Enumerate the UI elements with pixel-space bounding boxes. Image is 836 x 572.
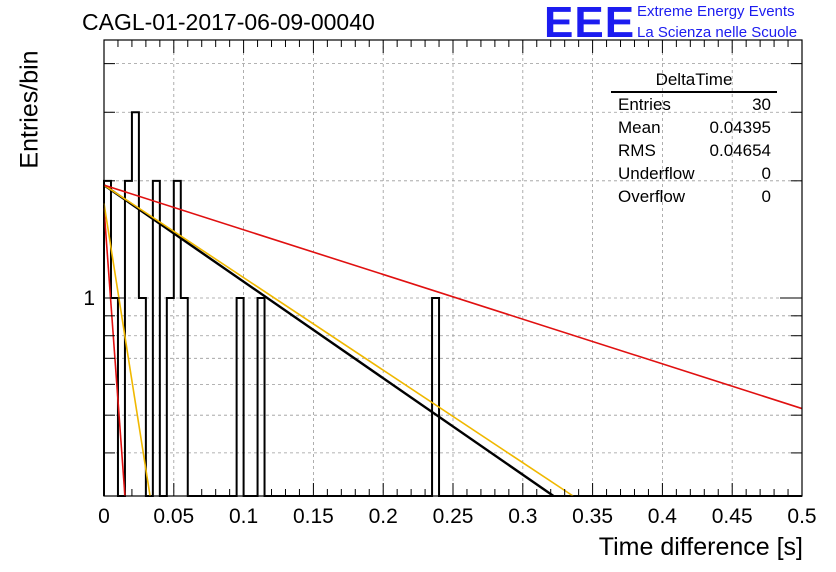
fit-line [103, 208, 126, 497]
fit-line [103, 184, 555, 497]
stats-value: 0.04654 [709, 141, 771, 160]
x-tick-label: 0.45 [712, 505, 753, 528]
x-tick-label: 0.05 [153, 505, 194, 528]
stats-row-rms: RMS 0.04654 [611, 139, 777, 162]
histogram-bin [432, 298, 439, 496]
x-tick-label: 0.1 [229, 505, 258, 528]
stats-row-overflow: Overflow 0 [611, 185, 777, 208]
stats-row-underflow: Underflow 0 [611, 162, 777, 185]
histogram-bin [258, 298, 265, 496]
x-tick-label: 0.35 [572, 505, 613, 528]
stats-title: DeltaTime [611, 70, 777, 93]
histogram-outline [103, 111, 802, 497]
x-tick-label: 0.25 [433, 505, 474, 528]
logo-line-2: La Scienza nelle Scuole [637, 24, 798, 41]
stats-label: Entries [618, 95, 671, 114]
histogram-bars [103, 111, 802, 497]
eee-logo: EEE [544, 0, 636, 47]
stats-label: RMS [618, 141, 656, 160]
y-tick-label: 1 [83, 287, 95, 310]
tick-labels: 0 0.05 0.1 0.15 0.2 0.25 0.3 0.35 0.4 0.45 0.5 1 [83, 287, 816, 528]
histogram-bin [237, 298, 244, 496]
fit-line [103, 203, 151, 497]
stats-label: Overflow [618, 187, 686, 206]
histogram-bin [181, 298, 188, 496]
stats-label: Underflow [618, 164, 695, 183]
fit-line [103, 184, 803, 410]
x-tick-label: 0.2 [369, 505, 398, 528]
x-tick-label: 0.4 [648, 505, 678, 528]
x-tick-label: 0.3 [508, 505, 537, 528]
stats-label: Mean [618, 118, 661, 137]
fit-line [103, 184, 574, 497]
stats-row-entries: Entries 30 [611, 93, 777, 116]
stats-value: 30 [752, 95, 771, 114]
axis-ticks [103, 40, 803, 496]
fit-lines [103, 184, 803, 497]
histogram-bin [153, 181, 160, 496]
y-axis-label: Entries/bin [15, 50, 44, 169]
logo-line-1: Extreme Energy Events [637, 3, 795, 20]
grid-lines [104, 40, 802, 496]
stats-value: 0 [761, 164, 771, 183]
histogram-bin [167, 298, 174, 496]
histogram-bin [174, 181, 181, 496]
x-tick-label: 0 [98, 505, 110, 528]
plot-title: CAGL-01-2017-06-09-00040 [82, 9, 375, 35]
histogram-bin [132, 112, 139, 496]
x-tick-label: 0.15 [293, 505, 334, 528]
stats-value: 0.04395 [709, 118, 771, 137]
x-axis-label: Time difference [s] [598, 533, 803, 561]
stats-box: DeltaTime Entries 30 Mean 0.04395 RMS 0.… [611, 70, 777, 208]
x-tick-label: 0.5 [787, 505, 816, 528]
stats-value: 0 [761, 187, 771, 206]
stats-row-mean: Mean 0.04395 [611, 116, 777, 139]
